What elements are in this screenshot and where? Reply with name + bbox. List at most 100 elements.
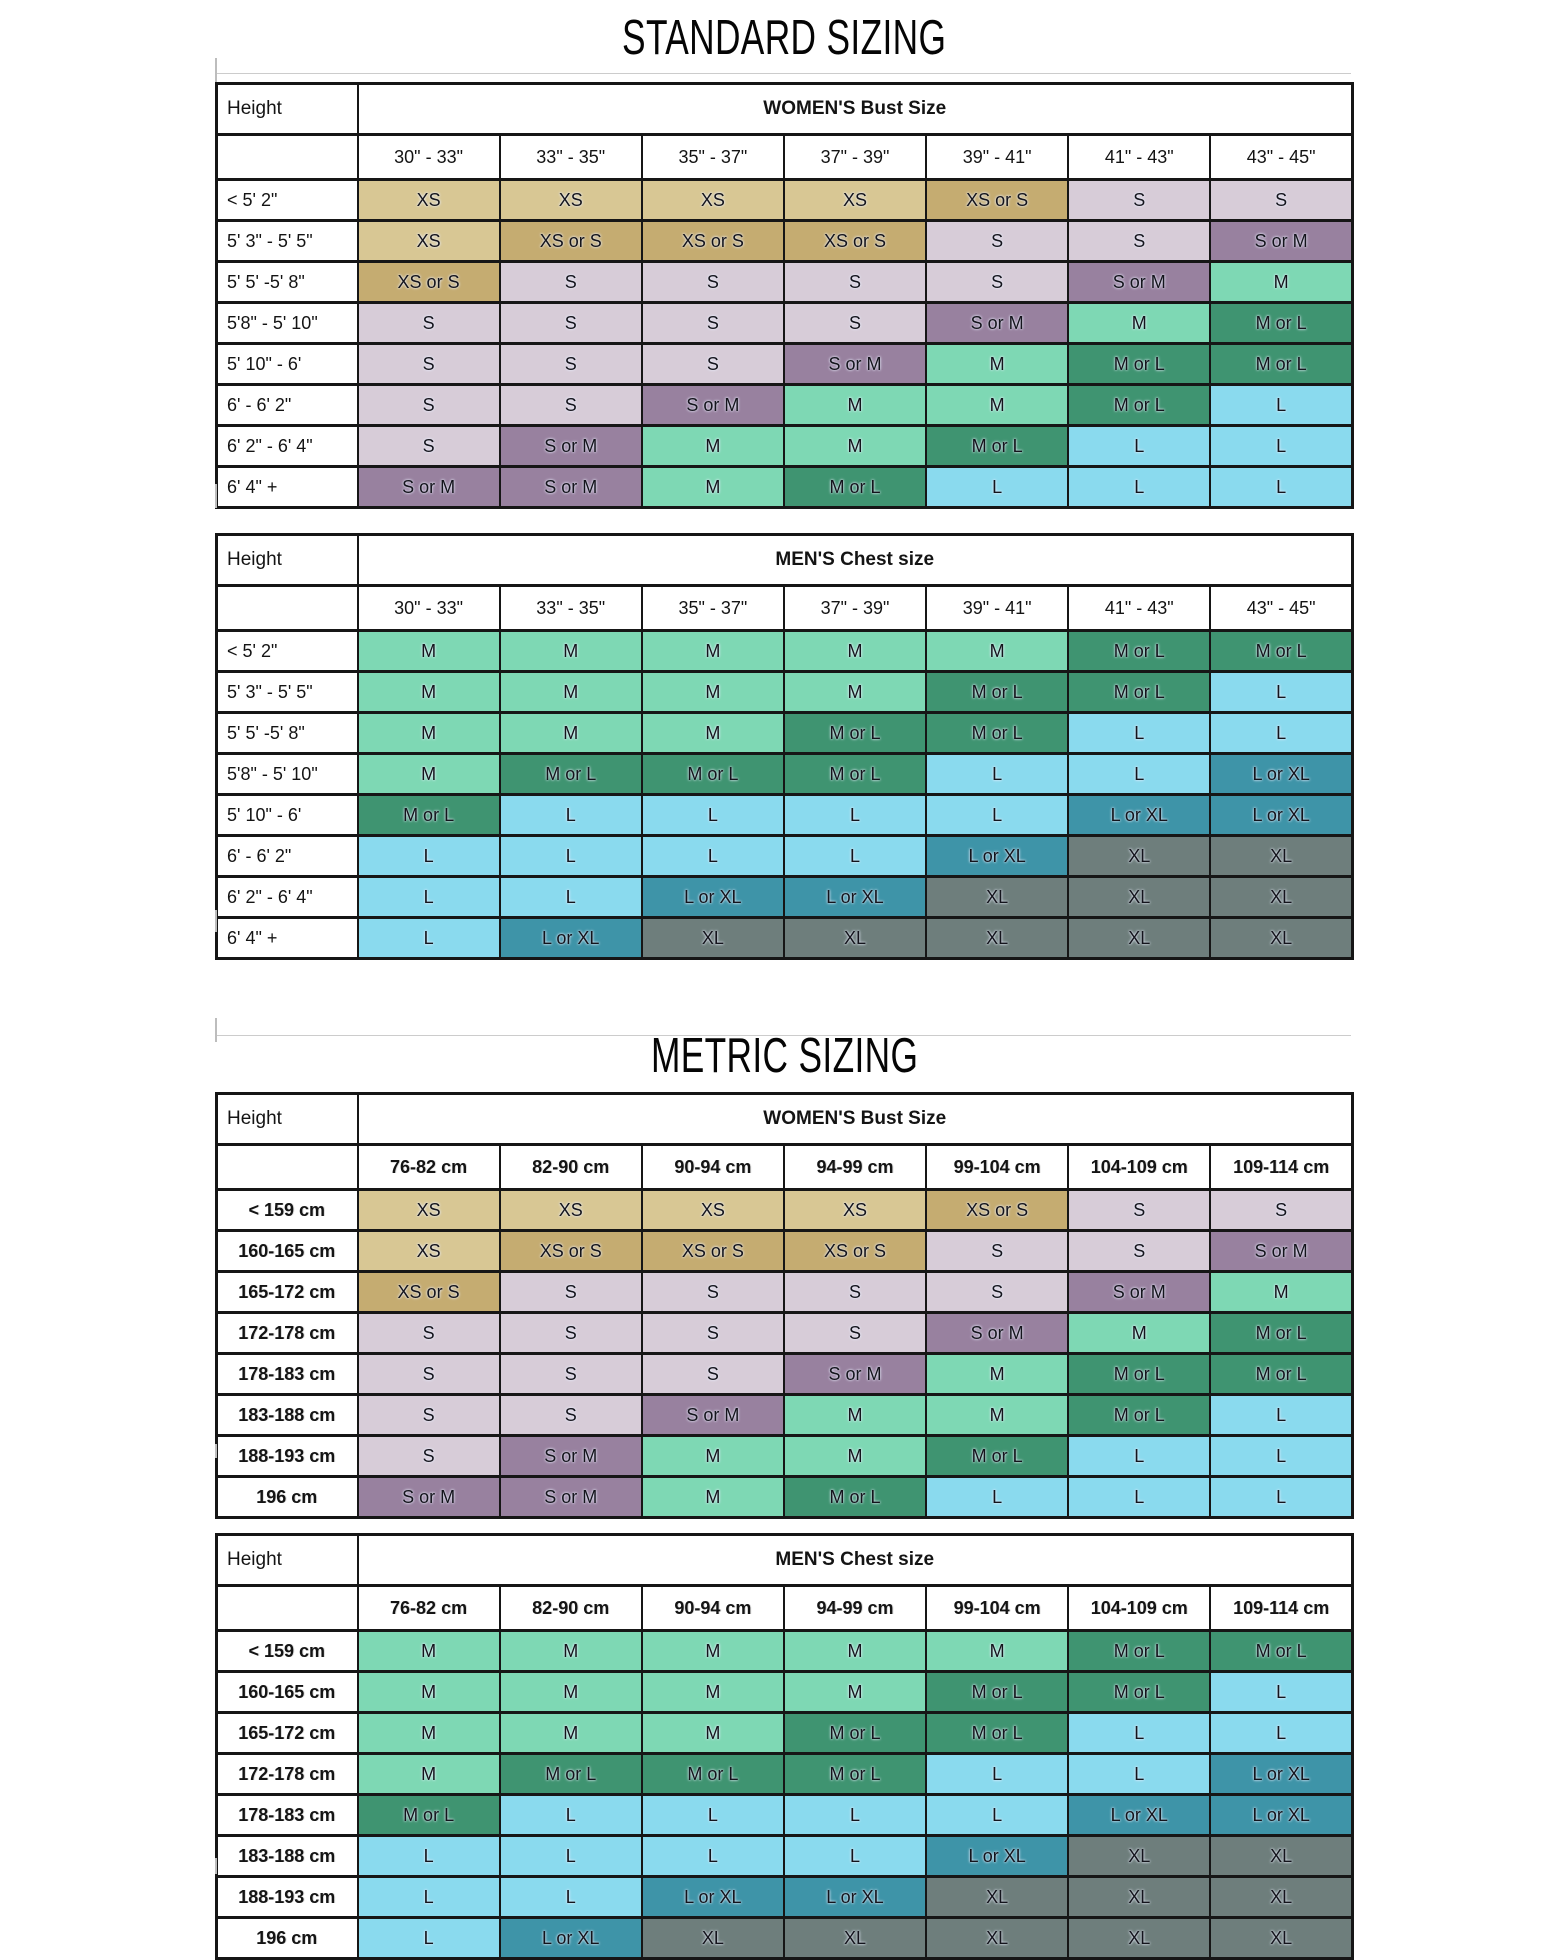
- size-cell: XS or S: [498, 1229, 643, 1273]
- size-cell: XL: [925, 875, 1070, 919]
- size-cell: S: [498, 1352, 643, 1396]
- size-cell: M: [640, 424, 785, 468]
- size-cell: M: [640, 1670, 785, 1714]
- size-cell: S: [1067, 1229, 1212, 1273]
- size-cell: L: [356, 916, 501, 960]
- size-cell: L: [782, 834, 928, 878]
- row-label-cell: 188-193 cm: [215, 1875, 359, 1919]
- size-cell: S: [640, 301, 785, 345]
- size-cell: L: [498, 834, 643, 878]
- size-cell: M or L: [1209, 1352, 1354, 1396]
- size-cell: S or M: [640, 1393, 785, 1437]
- table-row: 6' 2" - 6' 4" L L L or XL L or XL XL XL XL: [215, 875, 1354, 919]
- size-cell: S: [925, 1270, 1070, 1314]
- column-header-cell: 99-104 cm: [925, 1584, 1070, 1632]
- size-cell: L: [498, 1834, 643, 1878]
- blank-header-cell: [215, 133, 359, 181]
- size-cell: M: [498, 1629, 643, 1673]
- size-cell: M or L: [1067, 629, 1212, 673]
- row-label-cell: 5' 5' -5' 8": [215, 260, 359, 304]
- size-cell: XS: [356, 178, 501, 222]
- size-cell: S or M: [498, 465, 643, 509]
- row-label-cell: 196 cm: [215, 1916, 359, 1960]
- size-cell: XS: [356, 1188, 501, 1232]
- size-cell: L or XL: [498, 916, 643, 960]
- size-cell: S or M: [1209, 219, 1354, 263]
- gridline-artifact: [215, 58, 217, 82]
- table-row: 6' - 6' 2" L L L L L or XL XL XL: [215, 834, 1354, 878]
- size-cell: S or M: [782, 1352, 928, 1396]
- size-cell: S: [356, 1311, 501, 1355]
- size-cell: L: [1209, 1475, 1354, 1519]
- size-cell: M: [782, 1434, 928, 1478]
- size-cell: S: [640, 1270, 785, 1314]
- size-cell: L: [925, 752, 1070, 796]
- size-cell: M: [640, 1629, 785, 1673]
- column-header-cell: 41" - 43": [1067, 133, 1212, 181]
- column-header-cell: 30" - 33": [356, 584, 501, 632]
- column-header-cell: 35" - 37": [640, 584, 785, 632]
- size-cell: M or L: [782, 711, 928, 755]
- size-cell: S: [498, 1311, 643, 1355]
- size-cell: XL: [1209, 1916, 1354, 1960]
- size-cell: XS: [640, 178, 785, 222]
- size-cell: S: [925, 219, 1070, 263]
- size-cell: L or XL: [782, 875, 928, 919]
- size-cell: M or L: [925, 1434, 1070, 1478]
- size-cell: S or M: [925, 301, 1070, 345]
- size-cell: M: [640, 1711, 785, 1755]
- size-cell: XL: [1209, 1875, 1354, 1919]
- size-cell: M or L: [1067, 670, 1212, 714]
- size-cell: S: [498, 342, 643, 386]
- size-cell: L: [498, 1875, 643, 1919]
- size-cell: L: [1067, 711, 1212, 755]
- size-cell: L or XL: [1209, 752, 1354, 796]
- size-cell: XL: [1067, 875, 1212, 919]
- size-cell: L: [782, 1834, 928, 1878]
- column-header-cell: 37" - 39": [782, 584, 928, 632]
- row-label-cell: 6' - 6' 2": [215, 383, 359, 427]
- size-cell: M or L: [782, 1475, 928, 1519]
- size-cell: XL: [925, 1916, 1070, 1960]
- size-cell: XL: [1209, 875, 1354, 919]
- size-cell: S: [1067, 178, 1212, 222]
- size-cell: M: [356, 1711, 501, 1755]
- size-cell: L: [356, 834, 501, 878]
- size-cell: M: [356, 670, 501, 714]
- size-cell: S or M: [356, 465, 501, 509]
- table-row: 6' 4" + L L or XL XL XL XL XL XL: [215, 916, 1354, 960]
- size-cell: M or L: [925, 1670, 1070, 1714]
- size-cell: L: [498, 793, 643, 837]
- size-cell: M: [498, 629, 643, 673]
- column-header-cell: 39" - 41": [925, 584, 1070, 632]
- height-corner-cell: Height: [215, 1092, 359, 1146]
- size-cell: L: [925, 1475, 1070, 1519]
- size-cell: XS or S: [925, 1188, 1070, 1232]
- size-cell: M or L: [782, 1752, 928, 1796]
- blank-header-cell: [215, 1143, 359, 1191]
- column-header-cell: 94-99 cm: [782, 1584, 928, 1632]
- size-cell: L: [782, 793, 928, 837]
- size-cell: L: [1067, 424, 1212, 468]
- size-cell: M: [640, 629, 785, 673]
- size-cell: XS: [356, 1229, 501, 1273]
- metric-sizing-title-text: METRIC SIZING: [650, 1029, 919, 1083]
- size-cell: S: [1067, 1188, 1212, 1232]
- standard-womens-table-host: Height WOMEN'S Bust Size 30" - 33" 33" - 35…: [215, 82, 1354, 509]
- size-cell: M: [356, 629, 501, 673]
- size-cell: S: [782, 260, 928, 304]
- size-cell: M or L: [498, 1752, 643, 1796]
- row-label-cell: 6' 2" - 6' 4": [215, 875, 359, 919]
- size-cell: XS or S: [782, 1229, 928, 1273]
- size-cell: L: [1067, 1434, 1212, 1478]
- column-header-cell: 104-109 cm: [1067, 1584, 1212, 1632]
